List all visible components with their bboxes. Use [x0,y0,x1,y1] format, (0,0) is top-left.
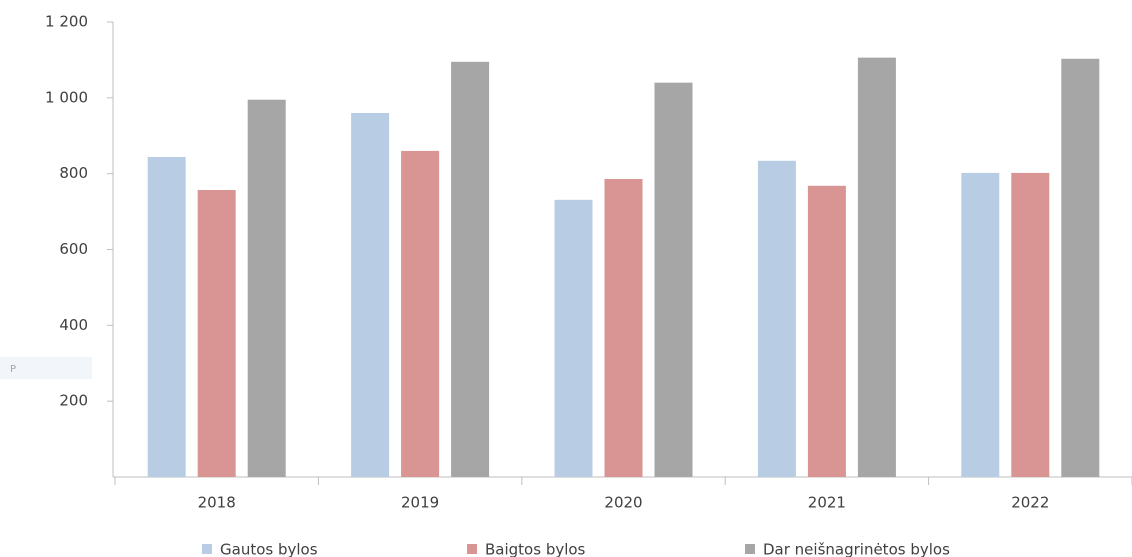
x-tick-label: 2019 [401,494,439,512]
bar [401,150,440,477]
bar [554,199,593,477]
annotation-box [0,357,92,379]
bar [1011,172,1050,478]
bar [351,113,390,477]
y-tick-label: 1 200 [45,13,88,31]
annotation: P [10,364,16,375]
bar [857,57,896,478]
legend-swatch [745,544,755,554]
x-tick-label: 2022 [1011,494,1049,512]
bar [961,172,1000,478]
legend-label: Dar neišnagrinėtos bylos [763,541,950,557]
y-tick-label: 800 [59,164,88,182]
x-tick-label: 2020 [604,494,642,512]
bar [147,156,186,477]
y-tick-label: 200 [59,392,88,410]
bar [654,82,693,478]
y-tick-label: 400 [59,316,88,334]
legend-swatch [467,544,477,554]
bar [197,189,236,478]
bar [1061,58,1100,477]
legend-label: Gautos bylos [220,541,318,557]
x-tick-label: 2018 [198,494,236,512]
y-tick-label: 600 [59,240,88,258]
bar [807,185,846,478]
legend-swatch [202,544,212,554]
bar [604,178,643,477]
bar [757,160,796,477]
x-tick-label: 2021 [808,494,846,512]
bar [247,99,286,478]
y-tick-label: 1 000 [45,88,88,106]
legend-label: Baigtos bylos [485,541,586,557]
bar [451,61,490,477]
